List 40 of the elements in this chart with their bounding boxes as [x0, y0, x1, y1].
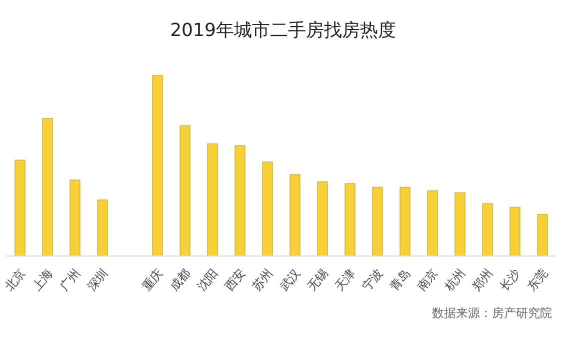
x-tick-label: 深圳 [84, 266, 111, 294]
bar [400, 186, 410, 256]
bar [152, 75, 163, 256]
x-tick-label: 上海 [30, 266, 56, 294]
bar [510, 206, 520, 256]
bar [317, 181, 328, 256]
x-tick-label: 郑州 [470, 266, 496, 294]
bar [97, 200, 108, 256]
x-tick-label: 宁波 [360, 266, 386, 294]
bar [427, 190, 438, 256]
bar [180, 125, 190, 256]
bar [372, 186, 383, 256]
bar [344, 183, 356, 256]
x-tick-label: 北京 [2, 266, 28, 294]
bar [42, 118, 53, 256]
x-tick-label: 天津 [332, 266, 358, 294]
x-tick-label: 重庆 [140, 266, 166, 294]
bar [482, 203, 493, 256]
x-tick-label: 广州 [57, 266, 84, 294]
source-note: 数据来源：房产研究院 [432, 305, 552, 322]
bar [14, 160, 26, 256]
chart-title: 2019年城市二手房找房热度 [169, 19, 397, 42]
x-tick-label: 长沙 [497, 266, 524, 294]
x-tick-label: 成都 [167, 266, 194, 294]
x-tick-label: 苏州 [250, 266, 276, 294]
x-tick-label: 青岛 [387, 266, 414, 294]
x-tick-label: 杭州 [441, 266, 468, 294]
bar [234, 145, 246, 256]
x-tick-label: 东莞 [524, 266, 551, 294]
x-tick-label: 西安 [222, 266, 248, 294]
bar [454, 192, 466, 256]
bar [70, 180, 80, 256]
x-tick-label: 南京 [414, 266, 441, 294]
bar [537, 214, 548, 256]
bar [207, 143, 218, 256]
bar [262, 162, 273, 256]
x-tick-label: 武汉 [277, 266, 304, 294]
bar [290, 174, 300, 256]
x-tick-label: 沈阳 [194, 266, 221, 294]
x-tick-label: 无锡 [304, 266, 331, 294]
